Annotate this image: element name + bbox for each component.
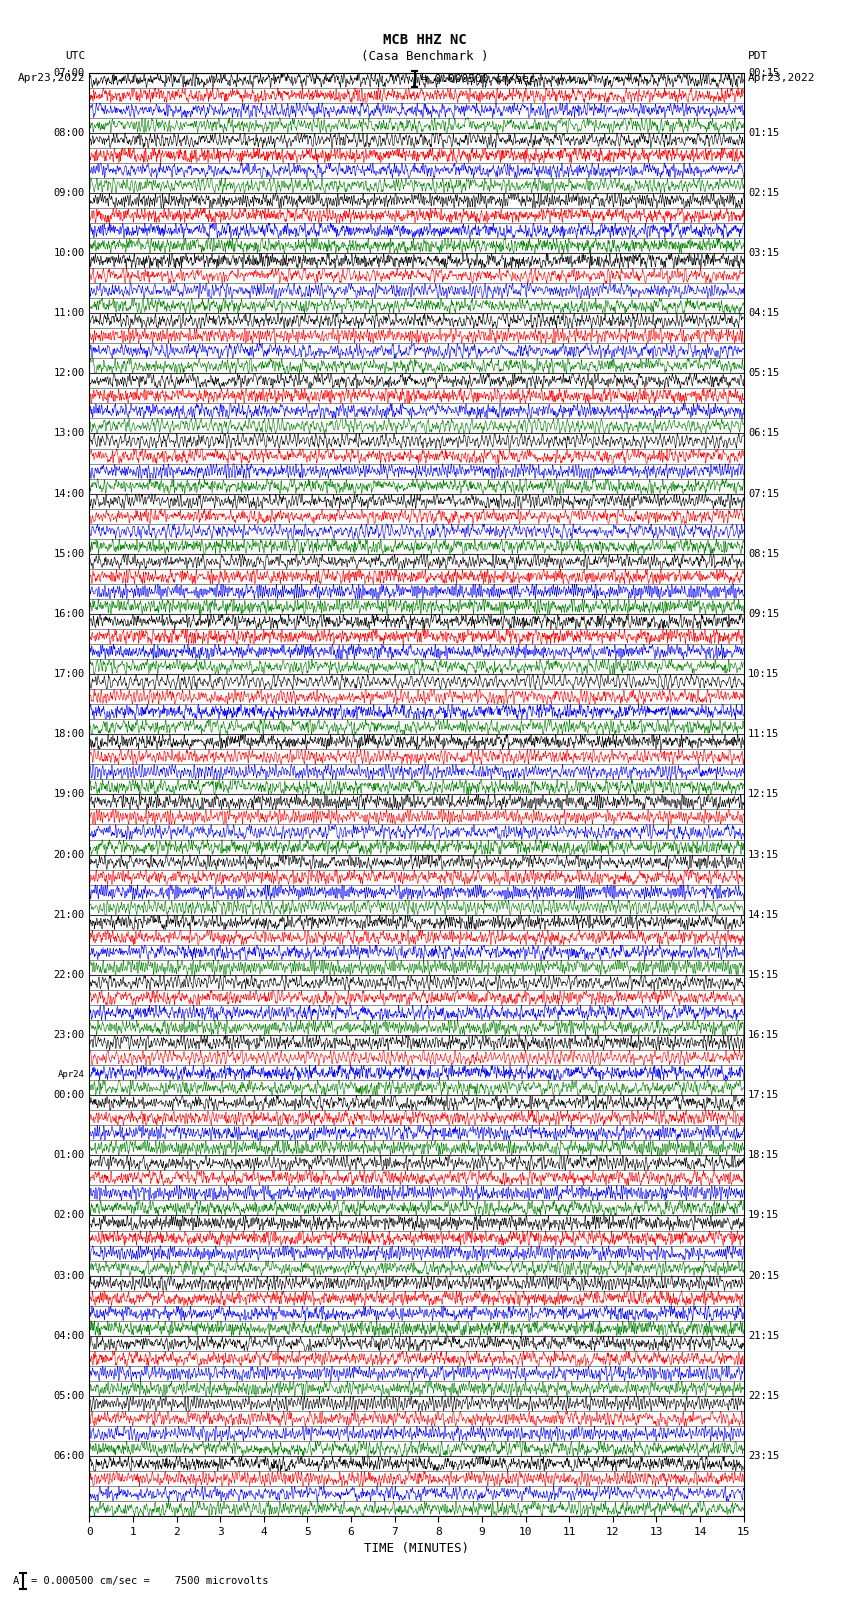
Text: 17:15: 17:15: [748, 1090, 779, 1100]
Text: 09:00: 09:00: [54, 187, 85, 198]
Text: 00:00: 00:00: [54, 1090, 85, 1100]
Text: 17:00: 17:00: [54, 669, 85, 679]
Text: 05:00: 05:00: [54, 1390, 85, 1402]
X-axis label: TIME (MINUTES): TIME (MINUTES): [364, 1542, 469, 1555]
Text: 03:15: 03:15: [748, 248, 779, 258]
Text: 21:15: 21:15: [748, 1331, 779, 1340]
Text: 20:15: 20:15: [748, 1271, 779, 1281]
Text: 06:15: 06:15: [748, 429, 779, 439]
Text: = 0.000500 cm/sec: = 0.000500 cm/sec: [421, 74, 536, 84]
Text: 01:00: 01:00: [54, 1150, 85, 1160]
Text: Apr24: Apr24: [58, 1069, 85, 1079]
Text: 16:00: 16:00: [54, 610, 85, 619]
Text: 14:15: 14:15: [748, 910, 779, 919]
Text: 16:15: 16:15: [748, 1031, 779, 1040]
Text: 22:00: 22:00: [54, 969, 85, 979]
Text: PDT: PDT: [748, 52, 768, 61]
Text: 09:15: 09:15: [748, 610, 779, 619]
Text: 02:00: 02:00: [54, 1210, 85, 1221]
Text: 10:15: 10:15: [748, 669, 779, 679]
Text: Apr23,2022: Apr23,2022: [18, 73, 85, 82]
Text: 13:15: 13:15: [748, 850, 779, 860]
Text: 20:00: 20:00: [54, 850, 85, 860]
Text: 12:15: 12:15: [748, 789, 779, 800]
Text: 08:00: 08:00: [54, 127, 85, 137]
Text: A: A: [13, 1576, 19, 1586]
Text: 08:15: 08:15: [748, 548, 779, 558]
Text: 22:15: 22:15: [748, 1390, 779, 1402]
Text: 06:00: 06:00: [54, 1452, 85, 1461]
Text: 11:15: 11:15: [748, 729, 779, 739]
Text: 13:00: 13:00: [54, 429, 85, 439]
Text: 15:00: 15:00: [54, 548, 85, 558]
Text: 18:15: 18:15: [748, 1150, 779, 1160]
Text: 02:15: 02:15: [748, 187, 779, 198]
Text: 23:00: 23:00: [54, 1031, 85, 1040]
Text: 18:00: 18:00: [54, 729, 85, 739]
Text: UTC: UTC: [65, 52, 85, 61]
Text: 01:15: 01:15: [748, 127, 779, 137]
Text: 11:00: 11:00: [54, 308, 85, 318]
Text: 21:00: 21:00: [54, 910, 85, 919]
Text: 10:00: 10:00: [54, 248, 85, 258]
Text: 14:00: 14:00: [54, 489, 85, 498]
Text: 19:15: 19:15: [748, 1210, 779, 1221]
Text: 19:00: 19:00: [54, 789, 85, 800]
Text: 04:00: 04:00: [54, 1331, 85, 1340]
Text: 03:00: 03:00: [54, 1271, 85, 1281]
Text: 12:00: 12:00: [54, 368, 85, 379]
Text: 04:15: 04:15: [748, 308, 779, 318]
Text: = 0.000500 cm/sec =    7500 microvolts: = 0.000500 cm/sec = 7500 microvolts: [31, 1576, 269, 1586]
Text: 05:15: 05:15: [748, 368, 779, 379]
Text: (Casa Benchmark ): (Casa Benchmark ): [361, 50, 489, 63]
Text: MCB HHZ NC: MCB HHZ NC: [383, 32, 467, 47]
Text: 07:15: 07:15: [748, 489, 779, 498]
Text: 00:15: 00:15: [748, 68, 779, 77]
Text: 23:15: 23:15: [748, 1452, 779, 1461]
Text: 15:15: 15:15: [748, 969, 779, 979]
Text: Apr23,2022: Apr23,2022: [748, 73, 815, 82]
Text: 07:00: 07:00: [54, 68, 85, 77]
